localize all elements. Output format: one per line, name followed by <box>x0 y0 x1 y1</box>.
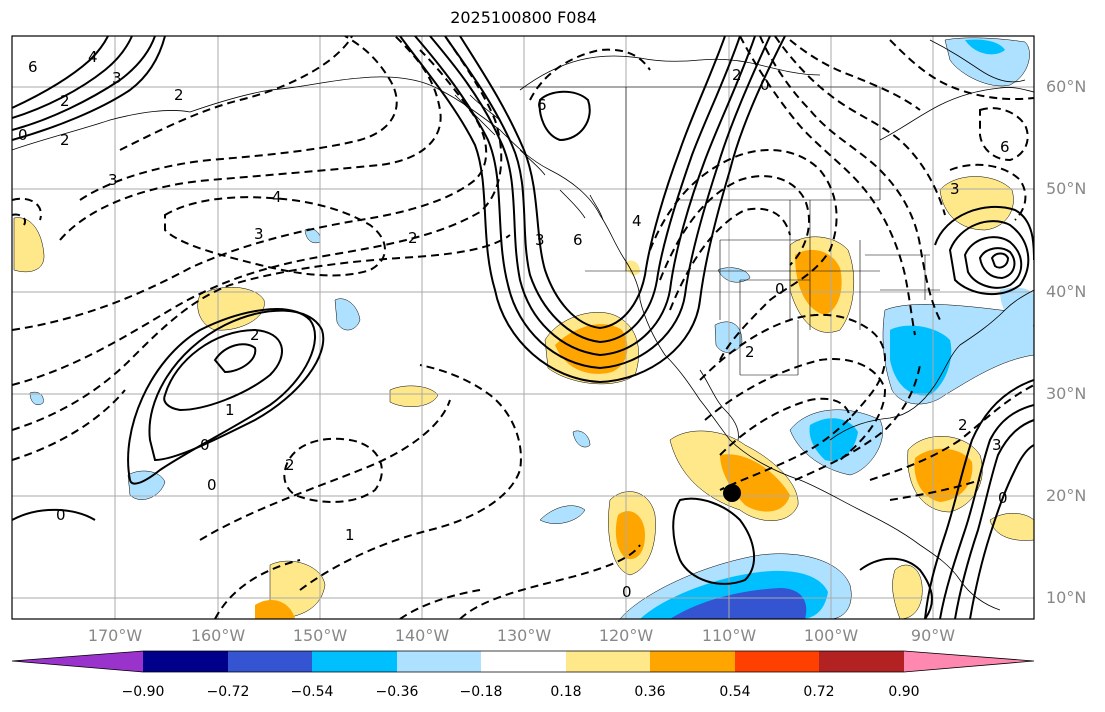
contour-label: 3 <box>950 180 960 198</box>
colorbar-bin <box>228 651 312 672</box>
contour-label: 2 <box>60 92 70 110</box>
contour-label: 0 <box>18 126 28 144</box>
contour-label: 2 <box>174 86 184 104</box>
colorbar-bin <box>312 651 397 672</box>
contour-label: 3 <box>254 225 264 243</box>
colorbar-tick: 0.18 <box>550 684 582 700</box>
contour-labels: 6 4 3 2 2 0 2 3 4 3 2 2 1 0 0 2 1 0 6 3 … <box>18 48 1010 601</box>
contour-label: 2 <box>732 66 742 84</box>
contour-label: 0 <box>775 280 785 298</box>
colorbar-low-extend <box>12 651 143 672</box>
contour-label: 4 <box>632 212 642 230</box>
storm-center-marker <box>723 484 741 502</box>
contour-label: 4 <box>272 188 282 206</box>
colorbar-tick: 0.36 <box>634 684 666 700</box>
contour-label: 2 <box>285 456 295 474</box>
anomaly-fills <box>13 37 1034 619</box>
colorbar-tick: 0.72 <box>803 684 835 700</box>
contour-label: 6 <box>573 231 583 249</box>
lat-label: 40°N <box>1046 282 1087 301</box>
map-frame <box>11 35 1035 620</box>
contour-label: 3 <box>108 171 118 189</box>
lat-label: 30°N <box>1046 384 1087 403</box>
lon-label: 110°W <box>701 626 757 645</box>
colorbar-bin <box>481 651 566 672</box>
colorbar-bin <box>819 651 904 672</box>
contour-label: 2 <box>250 326 260 344</box>
colorbar-bin <box>566 651 650 672</box>
lon-label: 150°W <box>292 626 348 645</box>
lon-label: 140°W <box>394 626 450 645</box>
gridlines <box>12 36 1034 619</box>
colorbar-tick: −0.54 <box>290 684 334 700</box>
colorbar-tick: −0.90 <box>121 684 165 700</box>
colorbar-tick: −0.18 <box>459 684 503 700</box>
lat-label: 60°N <box>1046 77 1087 96</box>
contour-label: 0 <box>207 476 217 494</box>
contour-label: 0 <box>200 436 210 454</box>
colorbar-bin <box>397 651 481 672</box>
contour-label: 2 <box>958 416 968 434</box>
colorbar-bin <box>735 651 819 672</box>
coastlines <box>12 39 1034 611</box>
contour-label: 0 <box>622 583 632 601</box>
state-borders <box>500 86 940 376</box>
contour-label: 0 <box>56 506 66 524</box>
positive-contours <box>12 36 1034 619</box>
contour-label: 3 <box>112 69 122 87</box>
lon-label: 120°W <box>598 626 654 645</box>
contour-label: 0 <box>760 76 770 94</box>
colorbar-bin <box>143 651 228 672</box>
contour-label: 6 <box>537 96 547 114</box>
lon-label: 90°W <box>910 626 956 645</box>
lat-label: 20°N <box>1046 486 1087 505</box>
lon-label: 160°W <box>190 626 246 645</box>
contour-label: 6 <box>28 58 38 76</box>
colorbar-high-extend <box>904 651 1034 672</box>
map-title: 2025100800 F084 <box>450 8 597 27</box>
contour-label: 3 <box>535 231 545 249</box>
contour-label: 1 <box>345 526 355 544</box>
lat-label: 10°N <box>1046 588 1087 607</box>
colorbar <box>11 650 1035 673</box>
contour-label: 1 <box>225 401 235 419</box>
contour-label: 2 <box>745 343 755 361</box>
lat-label: 50°N <box>1046 179 1087 198</box>
colorbar-tick: 0.54 <box>719 684 751 700</box>
colorbar-tick: 0.90 <box>888 684 920 700</box>
contour-label: 3 <box>992 436 1002 454</box>
lon-label: 130°W <box>496 626 552 645</box>
contour-label: 2 <box>60 131 70 149</box>
contour-label: 2 <box>408 229 418 247</box>
colorbar-tick: −0.36 <box>375 684 419 700</box>
contour-label: 4 <box>88 48 98 66</box>
lon-label: 100°W <box>803 626 859 645</box>
colorbar-bin <box>650 651 735 672</box>
contour-label: 0 <box>998 489 1008 507</box>
negative-contours <box>12 36 1034 619</box>
colorbar-tick: −0.72 <box>206 684 250 700</box>
contour-label: 6 <box>1000 138 1010 156</box>
lon-label: 170°W <box>87 626 143 645</box>
